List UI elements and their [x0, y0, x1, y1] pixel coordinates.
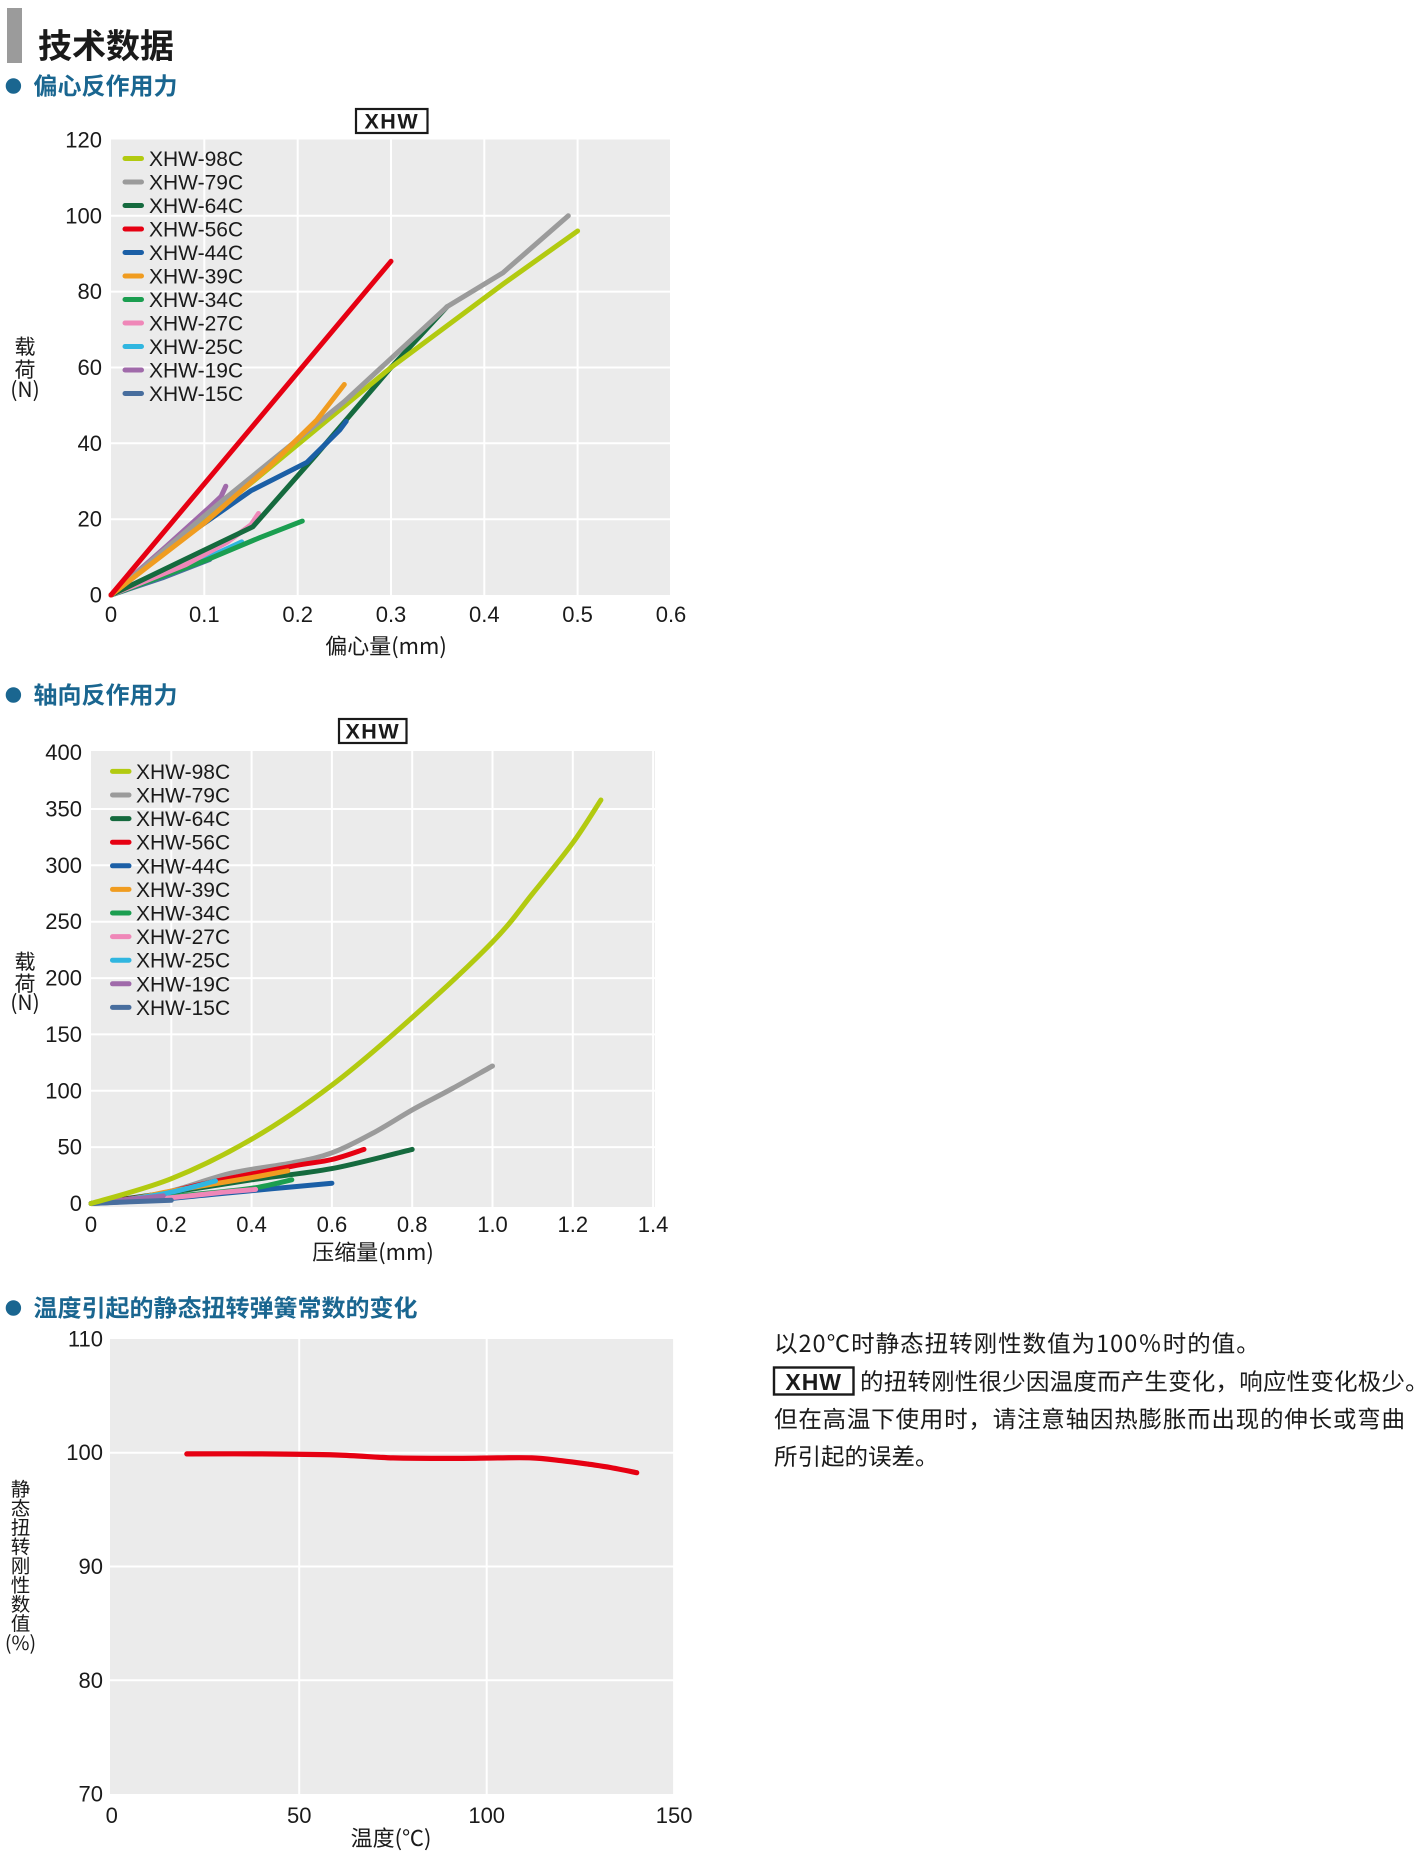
svg-text:1.0: 1.0: [477, 1212, 508, 1237]
svg-text:0: 0: [105, 602, 117, 627]
svg-text:XHW-79C: XHW-79C: [136, 785, 230, 808]
svg-text:100: 100: [45, 1078, 82, 1103]
svg-text:XHW-15C: XHW-15C: [149, 383, 243, 406]
svg-text:XHW-64C: XHW-64C: [136, 808, 230, 831]
svg-text:XHW-25C: XHW-25C: [136, 950, 230, 973]
svg-text:XHW-56C: XHW-56C: [136, 832, 230, 855]
svg-text:20: 20: [78, 507, 102, 532]
svg-text:350: 350: [45, 797, 82, 822]
svg-text:0: 0: [85, 1212, 97, 1237]
svg-text:1.4: 1.4: [638, 1212, 669, 1237]
svg-text:XHW-44C: XHW-44C: [149, 242, 243, 265]
svg-text:70: 70: [79, 1782, 103, 1807]
svg-text:XHW: XHW: [345, 720, 400, 744]
svg-text:1.2: 1.2: [558, 1212, 589, 1237]
svg-text:80: 80: [79, 1668, 103, 1693]
svg-text:0.1: 0.1: [189, 602, 220, 627]
svg-text:0.3: 0.3: [376, 602, 407, 627]
svg-text:XHW-34C: XHW-34C: [149, 289, 243, 312]
svg-text:100: 100: [65, 203, 102, 228]
svg-text:XHW-27C: XHW-27C: [136, 926, 230, 949]
svg-text:XHW-44C: XHW-44C: [136, 855, 230, 878]
svg-text:XHW-19C: XHW-19C: [136, 973, 230, 996]
svg-text:XHW-39C: XHW-39C: [149, 266, 243, 289]
svg-text:XHW-39C: XHW-39C: [136, 879, 230, 902]
svg-text:250: 250: [45, 909, 82, 934]
svg-text:0: 0: [90, 583, 102, 608]
svg-text:50: 50: [287, 1803, 311, 1828]
svg-text:XHW-19C: XHW-19C: [149, 360, 243, 383]
svg-text:100: 100: [66, 1440, 103, 1465]
svg-text:0.6: 0.6: [317, 1212, 348, 1237]
svg-text:110: 110: [68, 1327, 103, 1352]
svg-text:0: 0: [70, 1191, 82, 1216]
svg-text:0.8: 0.8: [397, 1212, 428, 1237]
svg-text:40: 40: [78, 431, 102, 456]
svg-text:150: 150: [45, 1022, 82, 1047]
svg-text:XHW-98C: XHW-98C: [149, 148, 243, 171]
svg-text:0.6: 0.6: [656, 602, 687, 627]
svg-text:XHW-15C: XHW-15C: [136, 997, 230, 1020]
svg-text:0.2: 0.2: [156, 1212, 187, 1237]
svg-text:100: 100: [468, 1803, 505, 1828]
svg-text:300: 300: [45, 853, 82, 878]
svg-text:XHW-56C: XHW-56C: [149, 219, 243, 242]
svg-text:80: 80: [78, 279, 102, 304]
svg-text:0.2: 0.2: [282, 602, 313, 627]
svg-text:120: 120: [65, 128, 102, 153]
svg-text:0.5: 0.5: [562, 602, 593, 627]
svg-text:0.4: 0.4: [236, 1212, 267, 1237]
svg-text:XHW-27C: XHW-27C: [149, 313, 243, 336]
svg-text:200: 200: [45, 966, 82, 991]
svg-text:XHW: XHW: [364, 110, 419, 134]
svg-text:50: 50: [58, 1135, 82, 1160]
svg-text:XHW: XHW: [785, 1369, 842, 1395]
svg-text:XHW-79C: XHW-79C: [149, 172, 243, 195]
svg-text:XHW-98C: XHW-98C: [136, 761, 230, 784]
svg-text:XHW-34C: XHW-34C: [136, 903, 230, 926]
svg-text:90: 90: [79, 1554, 103, 1579]
svg-text:0.4: 0.4: [469, 602, 500, 627]
svg-text:60: 60: [78, 355, 102, 380]
svg-text:150: 150: [656, 1803, 693, 1828]
svg-text:XHW-64C: XHW-64C: [149, 195, 243, 218]
svg-text:400: 400: [45, 740, 82, 765]
svg-text:0: 0: [106, 1803, 118, 1828]
svg-text:XHW-25C: XHW-25C: [149, 336, 243, 359]
